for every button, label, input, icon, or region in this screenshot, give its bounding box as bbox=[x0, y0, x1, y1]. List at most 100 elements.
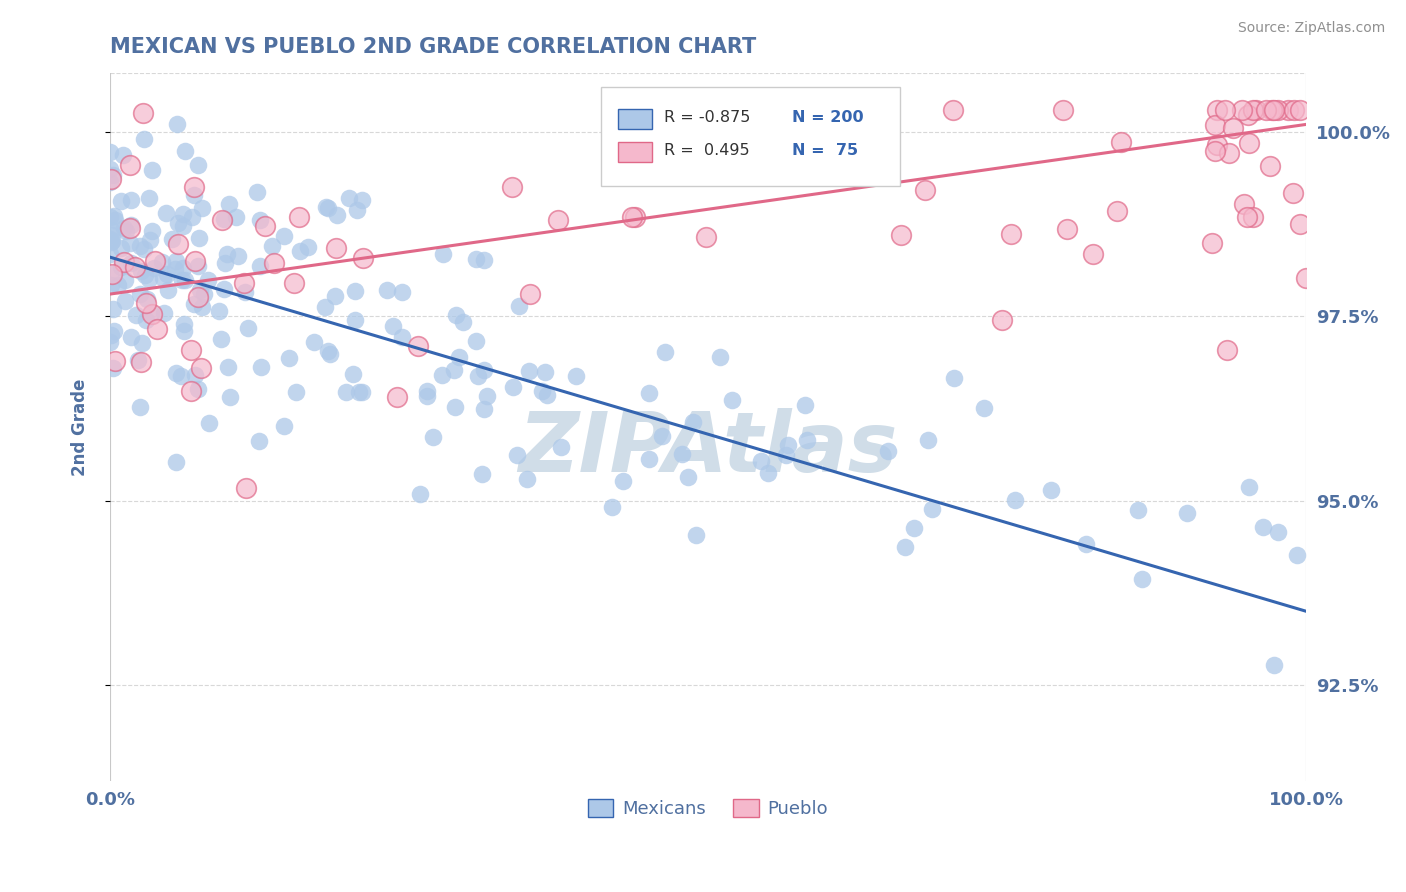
Point bbox=[1237, 108, 1260, 122]
Point bbox=[120, 330, 142, 344]
Point bbox=[212, 211, 235, 226]
Point bbox=[1241, 103, 1264, 117]
FancyBboxPatch shape bbox=[619, 142, 652, 162]
Point bbox=[114, 273, 136, 287]
Point bbox=[1288, 217, 1310, 231]
Point bbox=[209, 332, 232, 346]
Point bbox=[505, 449, 527, 463]
Point bbox=[288, 244, 311, 258]
Point bbox=[1081, 247, 1104, 261]
Point bbox=[464, 252, 486, 266]
Point bbox=[135, 293, 157, 307]
Point bbox=[190, 301, 212, 315]
Text: N = 200: N = 200 bbox=[792, 110, 863, 125]
Point bbox=[709, 350, 731, 364]
Point bbox=[103, 210, 125, 224]
Point bbox=[187, 158, 209, 172]
Point bbox=[112, 254, 135, 268]
Point bbox=[120, 221, 142, 235]
Point bbox=[1258, 159, 1281, 173]
Point bbox=[190, 283, 212, 297]
Point bbox=[375, 283, 398, 297]
Point bbox=[214, 282, 236, 296]
Point bbox=[894, 541, 917, 555]
Point bbox=[127, 352, 149, 367]
Point bbox=[115, 224, 138, 238]
Point bbox=[1040, 483, 1063, 497]
Point bbox=[326, 208, 349, 222]
Point bbox=[112, 220, 135, 235]
Point bbox=[100, 334, 122, 349]
Point bbox=[536, 388, 558, 402]
Point bbox=[1236, 211, 1258, 225]
Point bbox=[1251, 520, 1274, 534]
Point bbox=[125, 309, 148, 323]
Point bbox=[132, 132, 155, 146]
Point bbox=[180, 343, 202, 357]
Point bbox=[100, 277, 122, 292]
Point bbox=[183, 297, 205, 311]
Point bbox=[1218, 145, 1240, 160]
Point bbox=[416, 389, 439, 403]
Point bbox=[187, 259, 209, 273]
Point bbox=[1204, 145, 1226, 159]
Point bbox=[517, 363, 540, 377]
Point bbox=[110, 241, 132, 255]
Point bbox=[502, 380, 524, 394]
Point bbox=[467, 369, 489, 384]
Point bbox=[409, 487, 432, 501]
Y-axis label: 2nd Grade: 2nd Grade bbox=[72, 378, 89, 475]
Point bbox=[1267, 103, 1289, 117]
Point bbox=[1263, 103, 1285, 117]
Point bbox=[232, 276, 254, 290]
Point bbox=[288, 210, 311, 224]
Point bbox=[143, 254, 166, 268]
Point bbox=[444, 308, 467, 322]
Point bbox=[350, 384, 373, 399]
Point bbox=[283, 277, 305, 291]
Point bbox=[141, 307, 163, 321]
Point bbox=[103, 301, 125, 316]
Point bbox=[107, 277, 129, 292]
Point bbox=[143, 261, 166, 276]
Point bbox=[1244, 103, 1267, 117]
Point bbox=[1289, 103, 1312, 117]
Point bbox=[720, 392, 742, 407]
Point bbox=[903, 521, 925, 535]
Point bbox=[1175, 506, 1198, 520]
Point bbox=[180, 210, 202, 224]
Point bbox=[187, 382, 209, 396]
Point bbox=[155, 206, 177, 220]
Point bbox=[1109, 135, 1132, 149]
Point bbox=[101, 361, 124, 376]
Point bbox=[547, 212, 569, 227]
Point bbox=[1263, 657, 1285, 672]
Point bbox=[211, 212, 233, 227]
Point bbox=[165, 455, 187, 469]
Point bbox=[508, 299, 530, 313]
Point bbox=[98, 247, 121, 261]
Point bbox=[163, 261, 186, 276]
Point bbox=[188, 231, 211, 245]
Point bbox=[100, 161, 122, 176]
Point bbox=[316, 201, 339, 215]
Point bbox=[187, 290, 209, 304]
Point bbox=[129, 400, 152, 414]
Point bbox=[134, 268, 156, 283]
Point bbox=[124, 260, 146, 275]
Point bbox=[1126, 503, 1149, 517]
Point bbox=[174, 145, 197, 159]
Point bbox=[451, 315, 474, 329]
Point bbox=[1237, 136, 1260, 150]
Point bbox=[110, 194, 132, 209]
Point bbox=[344, 285, 367, 299]
Point bbox=[914, 183, 936, 197]
Text: ZIPAtlas: ZIPAtlas bbox=[519, 408, 898, 489]
Point bbox=[621, 210, 644, 224]
Point bbox=[249, 360, 271, 375]
Point bbox=[1052, 103, 1074, 117]
Point bbox=[651, 429, 673, 443]
Text: N =  75: N = 75 bbox=[792, 143, 858, 158]
Point bbox=[193, 286, 215, 301]
Point bbox=[118, 158, 141, 172]
